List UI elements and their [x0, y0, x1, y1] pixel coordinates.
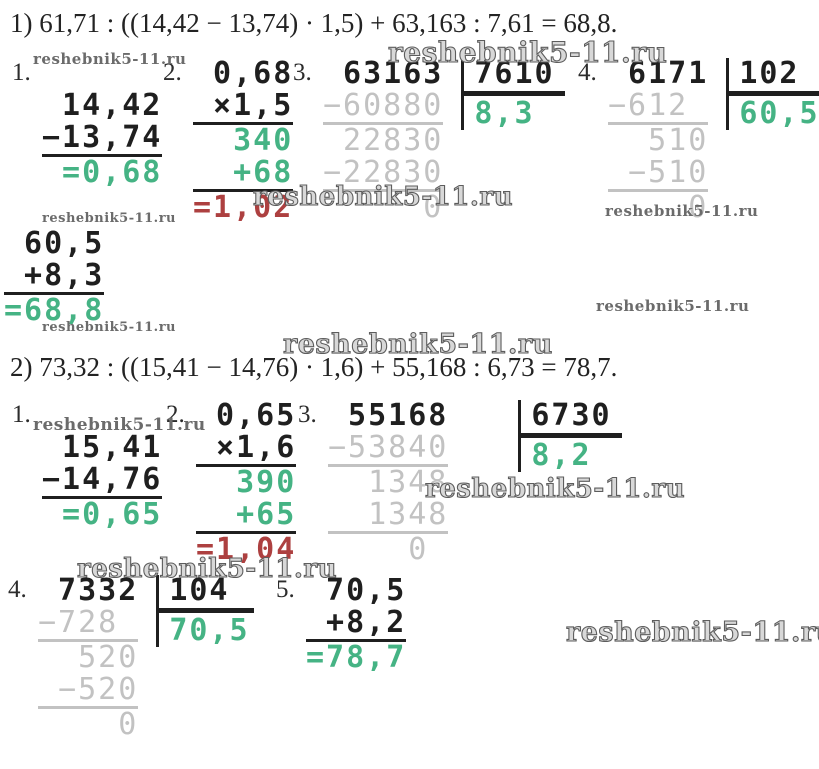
site-watermark: reshebnik5-11.ru	[33, 415, 206, 435]
divisor-column: 104 70,5	[156, 575, 254, 648]
work-row: 340	[193, 123, 294, 158]
step-label: 2.	[166, 401, 185, 428]
problem2-statement: 2) 73,32 : ((15,41 − 14,76) · 1,6) + 55,…	[10, 352, 618, 382]
work-row: =78,7	[306, 640, 407, 675]
work-row: +68	[193, 155, 294, 192]
p1-step2-multiplication: 2. 0,68 ×1,5 340 +68 =1,02	[163, 56, 294, 225]
work-row: 6171	[608, 56, 709, 91]
site-watermark: reshebnik5-11.ru	[424, 473, 686, 504]
divisor-column: 6730 8,2	[518, 400, 622, 473]
work-column: 15,41 −14,76 =0,65	[42, 430, 163, 532]
dividend-column: 63163 −60880 22830 −22830 0	[323, 58, 455, 224]
work-column: 0,65 ×1,6 390 +65 =1,04	[196, 398, 297, 567]
work-row: +65	[196, 497, 297, 534]
site-watermark: reshebnik5-11.ru	[76, 553, 338, 584]
work-column: 14,42 −13,74 =0,68	[42, 88, 163, 190]
site-watermark: reshebnik5-11.ru	[605, 202, 759, 220]
dividend-column: 55168 −53840 1348 1348 0	[328, 400, 460, 566]
step-label: 5.	[276, 576, 295, 603]
work-row: 390	[196, 465, 297, 500]
quotient: 8,3	[474, 96, 535, 131]
p2-step5-addition: 5. 70,5 +8,2 =78,7	[276, 573, 407, 675]
divisor: 104	[159, 575, 254, 613]
work-row: =1,02	[193, 190, 294, 225]
work-row: 7332	[38, 573, 139, 608]
work-row: =0,65	[42, 497, 163, 532]
work-row: 0,65	[196, 398, 297, 433]
work-row: 63163	[323, 56, 444, 91]
step-label: 3.	[298, 401, 317, 428]
problem1-statement: 1) 61,71 : ((14,42 − 13,74) · 1,5) + 63,…	[10, 8, 618, 38]
dividend-column: 6171 −612 510 −510 0	[608, 58, 720, 224]
site-watermark: reshebnik5-11.ru	[252, 181, 514, 212]
work-row: 0	[608, 190, 709, 225]
work-row: 1348	[328, 497, 449, 534]
quotient: 70,5	[169, 613, 250, 648]
work-column: 60,5 +8,3 =68,8	[4, 226, 105, 328]
step-label: 1.	[12, 59, 31, 86]
work-row: =1,04	[196, 532, 297, 567]
work-row: 22830	[323, 123, 444, 158]
step-label: 3.	[293, 59, 312, 86]
site-watermark: reshebnik5-11.ru	[565, 616, 819, 648]
p1-step3-division: 3. 63163 −60880 22830 −22830 0 7610 8,3	[293, 58, 565, 224]
step-label: 4.	[578, 59, 597, 86]
work-row: −612	[608, 90, 709, 125]
step-label: 1.	[12, 401, 31, 428]
divisor: 102	[729, 58, 819, 96]
p2-step4-division: 4. 7332 −728 520 −520 0 104 70,5	[8, 575, 254, 741]
p2-step1-subtraction: 1. 15,41 −14,76 =0,65	[12, 400, 163, 532]
p2-step3-division: 3. 55168 −53840 1348 1348 0 6730 8,2	[298, 400, 622, 566]
quotient: 60,5	[739, 96, 819, 131]
work-row: +8,2	[306, 605, 407, 642]
work-row: ×1,6	[196, 430, 297, 467]
quotient: 8,2	[531, 438, 592, 473]
site-watermark: reshebnik5-11.ru	[33, 50, 187, 68]
work-row: −60880	[323, 88, 444, 125]
p1-step4-division: 4. 6171 −612 510 −510 0 102 60,5	[578, 58, 819, 224]
p2-step2-multiplication: 2. 0,65 ×1,6 390 +65 =1,04	[166, 398, 297, 567]
work-row: 55168	[328, 398, 449, 433]
work-row: 15,41	[42, 430, 163, 465]
work-row: −510	[608, 155, 709, 192]
p1-step5-addition: 60,5 +8,3 =68,8	[4, 226, 105, 328]
site-watermark: reshebnik5-11.ru	[596, 297, 750, 315]
step-label: 2.	[163, 59, 182, 86]
divisor: 6730	[521, 400, 622, 438]
dividend-column: 7332 −728 520 −520 0	[38, 575, 150, 741]
divisor-column: 7610 8,3	[461, 58, 565, 131]
work-row: 70,5	[306, 573, 407, 608]
site-watermark: reshebnik5-11.ru	[282, 328, 553, 360]
work-row: +8,3	[4, 258, 105, 295]
work-row: 1348	[328, 465, 449, 500]
work-row: −13,74	[42, 120, 163, 157]
p1-step1-subtraction: 1. 14,42 −13,74 =0,68	[12, 58, 163, 190]
work-row: 520	[38, 640, 139, 675]
work-column: 0,68 ×1,5 340 +68 =1,02	[193, 56, 294, 225]
work-row: 510	[608, 123, 709, 158]
divisor: 7610	[464, 58, 565, 96]
work-row: =0,68	[42, 155, 163, 190]
site-watermark: reshebnik5-11.ru	[42, 211, 177, 226]
work-row: 0,68	[193, 56, 294, 91]
work-row: 60,5	[4, 226, 105, 261]
site-watermark: reshebnik5-11.ru	[387, 35, 668, 69]
work-row: 0	[38, 707, 139, 742]
work-row: 0	[323, 190, 444, 225]
work-row: −728	[38, 607, 139, 642]
work-row: =68,8	[4, 293, 105, 328]
work-row: −520	[38, 672, 139, 709]
site-watermark: reshebnik5-11.ru	[42, 320, 177, 335]
work-row: −14,76	[42, 462, 163, 499]
step-label: 4.	[8, 576, 27, 603]
work-row: ×1,5	[193, 88, 294, 125]
work-row: 14,42	[42, 88, 163, 123]
work-column: 70,5 +8,2 =78,7	[306, 573, 407, 675]
work-row: −22830	[323, 155, 444, 192]
work-row: −53840	[328, 430, 449, 467]
work-row: 0	[328, 532, 429, 567]
divisor-column: 102 60,5	[726, 58, 819, 130]
